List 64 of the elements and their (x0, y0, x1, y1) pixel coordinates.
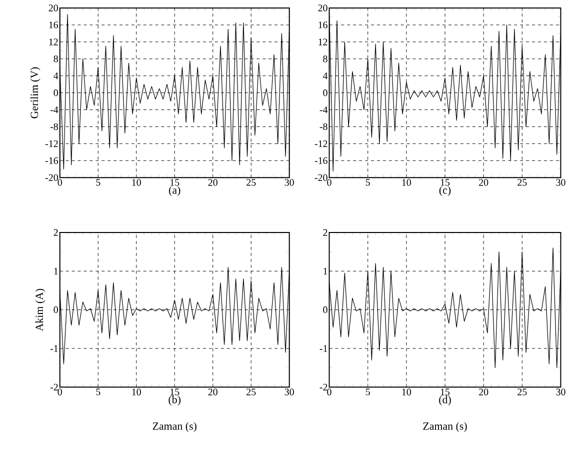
y-tick-label: 8 (54, 56, 58, 62)
y-tick-label: 0 (54, 89, 58, 96)
text: (a) (169, 186, 180, 196)
y-tick-label: 8 (323, 56, 328, 62)
x-tick-label: 15 (440, 179, 450, 186)
y-tick-label: -12 (45, 140, 58, 147)
y-axis-title: Akim (A) (35, 288, 46, 332)
y-axis-title: Gerilim (V) (30, 67, 40, 118)
text: (c) (439, 186, 451, 196)
x-tick-label: 10 (402, 179, 412, 186)
y-tick-label: 16 (318, 22, 328, 28)
y-tick-label: 2 (323, 229, 328, 236)
x-tick-label: 15 (170, 388, 180, 396)
x-tick-label: 5 (366, 388, 370, 396)
y-tick-label: -4 (50, 106, 58, 114)
y-tick-label: 1 (54, 268, 58, 274)
y-tick-label: 20 (318, 4, 328, 12)
y-tick-label: -8 (320, 123, 328, 130)
y-tick-label: 4 (54, 72, 58, 80)
y-tick-label: -16 (45, 157, 58, 164)
x-tick-label: 30 (284, 179, 294, 186)
x-tick-label: 10 (132, 388, 141, 396)
x-axis-title: Zaman (s) (423, 422, 467, 432)
x-tick-label: 20 (479, 388, 488, 396)
x-axis-title: Zaman (s) (152, 422, 196, 432)
y-tick-label: 2 (54, 229, 58, 236)
x-tick-label: 20 (479, 179, 488, 186)
y-tick-label: -20 (45, 174, 58, 181)
y-tick-label: -2 (50, 384, 58, 390)
y-tick-label: -1 (50, 345, 58, 352)
x-tick-label: 15 (440, 388, 450, 396)
y-tick-label: 16 (49, 22, 58, 28)
x-tick-label: 30 (284, 388, 294, 396)
x-tick-label: 25 (246, 388, 256, 396)
y-tick-label: 0 (54, 306, 58, 314)
y-tick-label: 20 (48, 4, 58, 12)
y-tick-label: -16 (314, 157, 328, 164)
y-tick-label: 12 (318, 38, 328, 46)
x-tick-label: 15 (170, 179, 180, 186)
x-tick-label: 30 (556, 388, 566, 396)
y-tick-label: -12 (314, 140, 328, 147)
text: (b) (168, 396, 180, 406)
y-tick-label: -20 (314, 174, 328, 181)
y-tick-label: -2 (320, 384, 328, 390)
y-tick-label: -8 (50, 123, 58, 130)
x-tick-label: 25 (518, 388, 527, 396)
text: (d) (439, 396, 451, 406)
y-tick-label: 12 (49, 38, 58, 46)
x-tick-label: 25 (518, 179, 527, 186)
y-tick-label: 1 (324, 268, 328, 274)
x-tick-label: 5 (96, 388, 100, 396)
y-tick-label: 0 (323, 306, 328, 314)
x-tick-label: 30 (556, 179, 566, 186)
x-tick-label: 20 (208, 179, 218, 186)
y-tick-label: -1 (320, 345, 328, 352)
x-tick-label: 10 (402, 388, 412, 396)
x-tick-label: 10 (132, 179, 141, 186)
x-tick-label: 20 (208, 388, 218, 396)
y-tick-label: 0 (323, 89, 328, 96)
x-tick-label: 5 (96, 179, 100, 186)
x-tick-label: 25 (246, 179, 256, 186)
y-tick-label: -4 (320, 106, 328, 114)
x-tick-label: 5 (366, 179, 370, 186)
y-tick-label: 4 (322, 72, 328, 80)
